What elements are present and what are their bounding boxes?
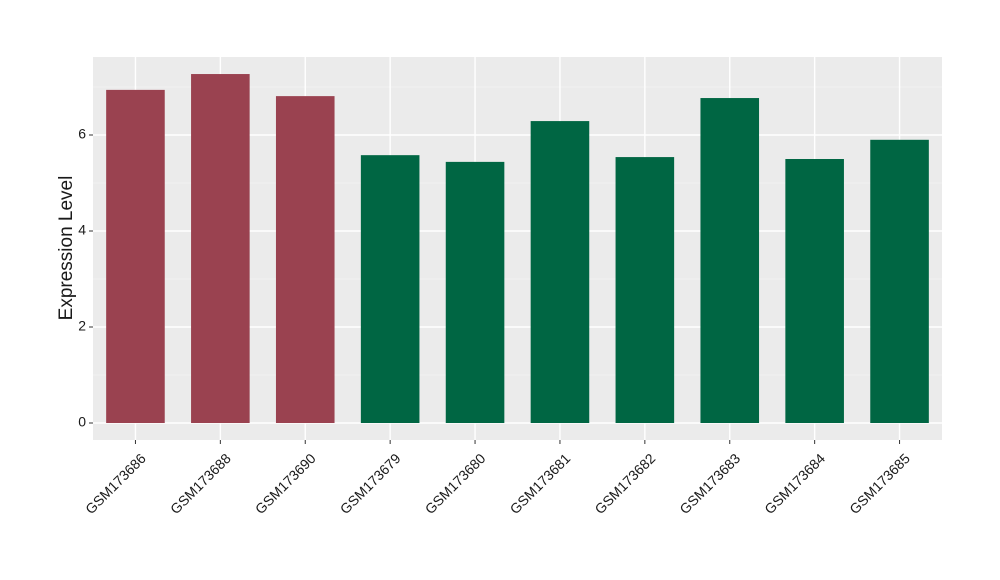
bar <box>785 159 844 424</box>
x-tick-label: GSM173681 <box>507 450 574 517</box>
x-tick-label: GSM173683 <box>676 450 743 517</box>
y-tick-label: 2 <box>78 318 86 334</box>
bar <box>615 157 675 424</box>
bar <box>445 161 505 424</box>
x-tick-label: GSM173685 <box>846 450 913 517</box>
x-tick-label: GSM173686 <box>82 450 149 517</box>
x-tick-label: GSM173690 <box>252 450 319 517</box>
x-tick-label: GSM173682 <box>591 450 658 517</box>
bar <box>275 96 335 424</box>
x-tick-label: GSM173680 <box>422 450 489 517</box>
bar <box>700 98 760 424</box>
bar <box>106 89 165 424</box>
bar <box>191 74 250 424</box>
bar <box>530 121 590 424</box>
x-tick-label: GSM173679 <box>337 450 404 517</box>
y-axis-title: Expression Level <box>56 176 77 321</box>
y-tick-label: 4 <box>78 222 86 238</box>
x-tick-label: GSM173684 <box>761 450 828 517</box>
y-tick-label: 0 <box>78 414 86 430</box>
bar <box>360 155 420 424</box>
x-tick-label: GSM173688 <box>167 450 234 517</box>
y-tick-label: 6 <box>78 126 86 142</box>
bar <box>870 139 929 424</box>
